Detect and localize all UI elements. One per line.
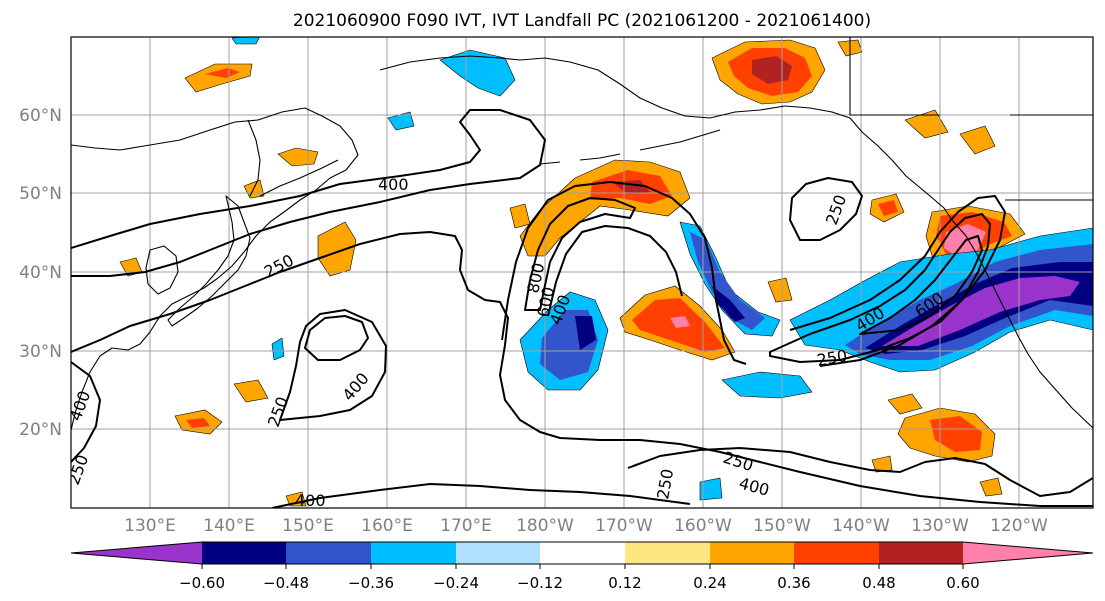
colorbar-segment <box>540 542 625 564</box>
lon-label-170w: 170°W <box>595 516 653 536</box>
colorbar-segment <box>286 542 371 564</box>
cool-anomaly-region <box>439 49 516 97</box>
cool-anomaly-region <box>231 37 260 45</box>
warm-anomaly-region <box>871 455 893 473</box>
colorbar-tick-label: 0.24 <box>693 574 726 592</box>
colorbar-tick-label: 0.12 <box>608 574 641 592</box>
colorbar-tick-label: 0.36 <box>777 574 810 592</box>
ivt-contour-line <box>547 225 683 317</box>
coastline-kuril-sakhalin <box>247 119 339 197</box>
lon-label-160w: 160°W <box>674 516 732 536</box>
ivt-contour-line <box>859 235 983 335</box>
latitude-labels: 60°N 50°N 40°N 30°N 20°N <box>19 106 62 440</box>
ivt-contour-line <box>304 315 369 361</box>
ivt-contour-line <box>271 483 691 508</box>
ivt-contour-line <box>524 197 636 311</box>
colorbar-tick-label: −0.12 <box>517 574 563 592</box>
map-frame <box>70 36 1094 509</box>
cool-anomaly-region <box>387 111 415 131</box>
warm-anomaly-region <box>767 277 793 303</box>
lat-label-30n: 30°N <box>19 342 62 362</box>
warm-anomaly-region <box>205 68 240 78</box>
lon-label-140e: 140°E <box>203 516 255 536</box>
map-panel: 400 250 250 400 250 400 800 600 400 250 … <box>70 36 1094 510</box>
lon-label-150w: 150°W <box>753 516 811 536</box>
cool-anomaly-region <box>721 371 813 399</box>
lon-label-160e: 160°E <box>361 516 413 536</box>
coastlines <box>71 37 1093 431</box>
cool-anomaly-region <box>699 477 723 501</box>
lon-label-140w: 140°W <box>832 516 890 536</box>
colorbar-segment <box>202 542 286 564</box>
colorbar-extend-min <box>71 542 202 564</box>
colorbar-tick-label: −0.48 <box>263 574 309 592</box>
colorbar-tick-label: −0.60 <box>179 574 225 592</box>
lat-label-50n: 50°N <box>19 184 62 204</box>
colorbar-tick-label: 0.48 <box>862 574 895 592</box>
colorbar-segment <box>371 542 456 564</box>
ivt-contours <box>71 109 1093 508</box>
colorbar-segment <box>456 542 540 564</box>
ivt-contour-line <box>279 309 387 421</box>
colorbar-extend-max <box>963 542 1093 564</box>
colorbar-segment <box>625 542 710 564</box>
cool-anomaly-region <box>712 286 745 322</box>
warm-anomaly-region <box>959 125 996 155</box>
ivt-contour-line <box>501 181 747 365</box>
border-us-canada <box>849 37 1093 201</box>
lat-label-60n: 60°N <box>19 106 62 126</box>
coastline-chukotka <box>379 55 521 71</box>
ivt-contour-line <box>789 195 1006 367</box>
lon-label-130w: 130°W <box>911 516 969 536</box>
ivt-contour-line <box>71 361 101 463</box>
warm-anomaly-region <box>930 416 982 452</box>
longitude-labels: 130°E 140°E 150°E 160°E 170°E 180°W 170°… <box>124 516 1048 536</box>
coastline-japan <box>167 195 251 327</box>
map-content: 400 250 250 400 250 400 800 600 400 250 … <box>71 37 1093 510</box>
contour-label: 400 <box>378 175 409 194</box>
ivt-contour-line <box>627 447 1093 497</box>
warm-anomaly-region <box>878 200 898 216</box>
ivt-contour-line <box>71 231 1093 507</box>
colorbar: −0.60 −0.48 −0.36 −0.24 −0.12 0.12 0.24 … <box>70 541 1094 592</box>
lon-label-180w: 180°W <box>516 516 574 536</box>
ivt-contour-line <box>71 109 546 277</box>
lat-label-40n: 40°N <box>19 263 62 283</box>
colorbar-segment <box>710 542 794 564</box>
ivt-contour-line <box>769 213 991 363</box>
colorbar-tick-label: −0.36 <box>348 574 394 592</box>
coastline-north-america-west <box>951 219 1093 429</box>
coastline-alaska <box>519 57 953 221</box>
coastline-asia <box>71 107 359 431</box>
colorbar-tick-label: −0.24 <box>433 574 479 592</box>
colorbar-tick-label: 0.60 <box>946 574 979 592</box>
cool-anomaly-region <box>882 276 1080 346</box>
coastline-korea <box>145 245 179 295</box>
lon-label-120w: 120°W <box>990 516 1048 536</box>
ivt-contour-labels: 400 250 250 400 250 400 800 600 400 250 … <box>71 175 947 510</box>
lon-label-130e: 130°E <box>124 516 176 536</box>
lon-label-150e: 150°E <box>282 516 334 536</box>
ivt-contour-line <box>789 177 863 241</box>
warm-anomaly-region <box>979 477 1003 497</box>
warm-anomaly-region <box>904 109 949 139</box>
cool-anomaly-region <box>575 316 596 350</box>
cool-anomaly-region <box>271 337 285 361</box>
contour-label: 400 <box>295 491 326 510</box>
warm-anomaly-region <box>670 316 690 328</box>
figure-title: 2021060900 F090 IVT, IVT Landfall PC (20… <box>293 11 871 31</box>
warm-anomaly-region <box>233 379 269 403</box>
coastline-aleutians <box>539 129 721 165</box>
colorbar-segment <box>794 542 879 564</box>
lat-label-20n: 20°N <box>19 420 62 440</box>
colorbar-segment <box>879 542 963 564</box>
lon-label-170e: 170°E <box>440 516 492 536</box>
colorbar-ticks <box>201 564 964 569</box>
warm-anomaly-region <box>887 393 923 415</box>
colorbar-tick-labels: −0.60 −0.48 −0.36 −0.24 −0.12 0.12 0.24 … <box>179 574 980 592</box>
warm-anomaly-region <box>186 418 210 428</box>
